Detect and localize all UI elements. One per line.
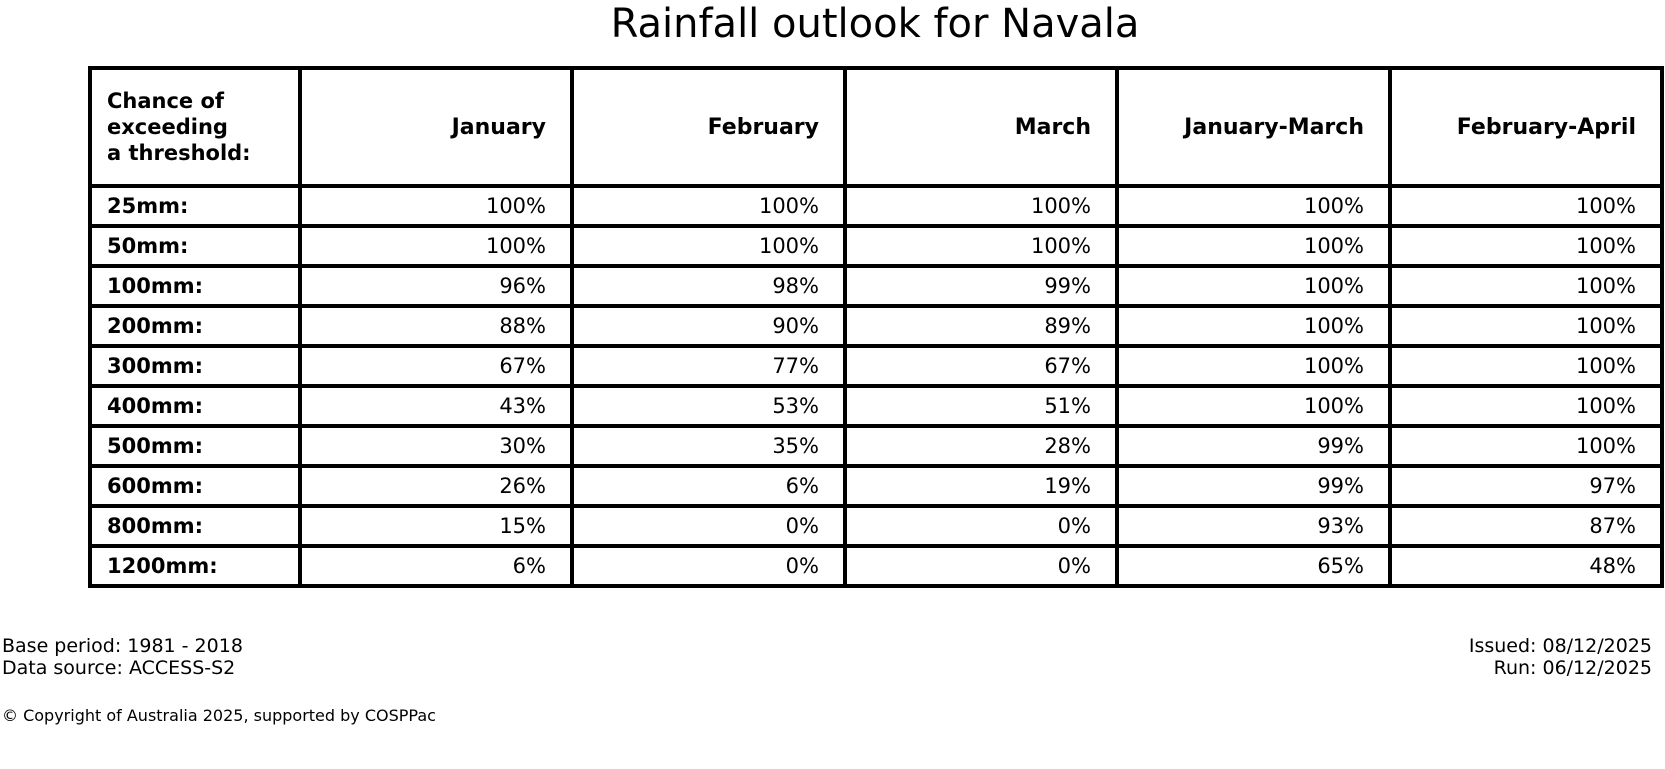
table-row-400mm: 400mm: 43% 53% 51% 100% 100% (88, 384, 1664, 428)
table-cell: 100% (1115, 344, 1392, 388)
table-cell: 0% (570, 544, 847, 588)
rainfall-outlook-table-container: Chance of exceeding a threshold: January… (88, 66, 1664, 588)
table-cell: 99% (1115, 464, 1392, 508)
table-cell: 67% (843, 344, 1119, 388)
row-header-line-1: Chance of (107, 89, 225, 113)
row-label: 300mm: (88, 344, 302, 388)
rainfall-outlook-table: Chance of exceeding a threshold: January… (88, 66, 1664, 588)
table-cell: 100% (843, 184, 1119, 228)
table-cell: 100% (570, 184, 847, 228)
table-cell: 51% (843, 384, 1119, 428)
row-label: 1200mm: (88, 544, 302, 588)
base-period-text: Base period: 1981 - 2018 (2, 635, 243, 657)
table-cell: 99% (1115, 424, 1392, 468)
row-label: 50mm: (88, 224, 302, 268)
column-header-february: February (570, 66, 847, 188)
footer-left-block: Base period: 1981 - 2018 Data source: AC… (2, 635, 243, 679)
table-cell: 90% (570, 304, 847, 348)
table-row-300mm: 300mm: 67% 77% 67% 100% 100% (88, 344, 1664, 388)
column-header-february-april: February-April (1388, 66, 1664, 188)
table-cell: 6% (298, 544, 574, 588)
table-cell: 99% (843, 264, 1119, 308)
table-row-800mm: 800mm: 15% 0% 0% 93% 87% (88, 504, 1664, 548)
table-cell: 6% (570, 464, 847, 508)
table-cell: 93% (1115, 504, 1392, 548)
table-cell: 100% (1388, 344, 1664, 388)
table-cell: 0% (570, 504, 847, 548)
table-row-600mm: 600mm: 26% 6% 19% 99% 97% (88, 464, 1664, 508)
table-cell: 89% (843, 304, 1119, 348)
data-source-text: Data source: ACCESS-S2 (2, 657, 236, 679)
footer-right-block: Issued: 08/12/2025 Run: 06/12/2025 (1469, 635, 1652, 679)
table-row-200mm: 200mm: 88% 90% 89% 100% 100% (88, 304, 1664, 348)
table-cell: 100% (570, 224, 847, 268)
table-cell: 97% (1388, 464, 1664, 508)
table-cell: 100% (1388, 264, 1664, 308)
table-cell: 100% (1388, 184, 1664, 228)
row-header-line-2: exceeding (107, 115, 228, 139)
table-cell: 100% (1388, 424, 1664, 468)
table-cell: 0% (843, 504, 1119, 548)
row-label: 100mm: (88, 264, 302, 308)
table-cell: 98% (570, 264, 847, 308)
table-row-50mm: 50mm: 100% 100% 100% 100% 100% (88, 224, 1664, 268)
table-cell: 67% (298, 344, 574, 388)
run-date-text: Run: 06/12/2025 (1493, 657, 1652, 679)
row-label: 800mm: (88, 504, 302, 548)
row-header-line-3: a threshold: (107, 141, 251, 165)
table-row-500mm: 500mm: 30% 35% 28% 99% 100% (88, 424, 1664, 468)
row-label: 600mm: (88, 464, 302, 508)
table-cell: 77% (570, 344, 847, 388)
table-cell: 100% (1388, 224, 1664, 268)
table-cell: 53% (570, 384, 847, 428)
table-header-row: Chance of exceeding a threshold: January… (88, 66, 1664, 188)
table-cell: 26% (298, 464, 574, 508)
table-cell: 100% (843, 224, 1119, 268)
row-label: 400mm: (88, 384, 302, 428)
table-cell: 100% (1388, 384, 1664, 428)
table-cell: 100% (1115, 264, 1392, 308)
row-header-cell: Chance of exceeding a threshold: (88, 66, 302, 188)
table-cell: 100% (1115, 184, 1392, 228)
table-cell: 65% (1115, 544, 1392, 588)
table-cell: 15% (298, 504, 574, 548)
column-header-march: March (843, 66, 1119, 188)
row-label: 25mm: (88, 184, 302, 228)
table-cell: 100% (1115, 304, 1392, 348)
copyright-text: © Copyright of Australia 2025, supported… (2, 706, 436, 725)
table-cell: 100% (1115, 384, 1392, 428)
table-cell: 88% (298, 304, 574, 348)
table-cell: 0% (843, 544, 1119, 588)
table-cell: 35% (570, 424, 847, 468)
column-header-january: January (298, 66, 574, 188)
column-header-january-march: January-March (1115, 66, 1392, 188)
table-cell: 28% (843, 424, 1119, 468)
table-cell: 19% (843, 464, 1119, 508)
table-row-1200mm: 1200mm: 6% 0% 0% 65% 48% (88, 544, 1664, 588)
table-cell: 30% (298, 424, 574, 468)
row-label: 200mm: (88, 304, 302, 348)
table-cell: 96% (298, 264, 574, 308)
table-row-25mm: 25mm: 100% 100% 100% 100% 100% (88, 184, 1664, 228)
table-cell: 100% (1115, 224, 1392, 268)
table-cell: 100% (1388, 304, 1664, 348)
table-cell: 100% (298, 184, 574, 228)
table-cell: 43% (298, 384, 574, 428)
table-cell: 100% (298, 224, 574, 268)
page-title: Rainfall outlook for Navala (610, 1, 1140, 47)
issued-date-text: Issued: 08/12/2025 (1468, 635, 1652, 657)
row-label: 500mm: (88, 424, 302, 468)
table-cell: 48% (1388, 544, 1664, 588)
table-cell: 87% (1388, 504, 1664, 548)
table-row-100mm: 100mm: 96% 98% 99% 100% 100% (88, 264, 1664, 308)
